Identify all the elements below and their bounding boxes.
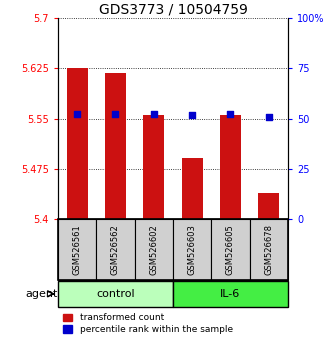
- Bar: [182, 158, 203, 219]
- Bar: [220, 115, 241, 219]
- Text: GSM526602: GSM526602: [149, 224, 158, 275]
- Bar: [250, 219, 288, 280]
- Text: GSM526562: GSM526562: [111, 224, 120, 275]
- Bar: [58, 281, 173, 307]
- Bar: [143, 115, 164, 219]
- Legend: transformed count, percentile rank within the sample: transformed count, percentile rank withi…: [63, 313, 234, 335]
- Text: IL-6: IL-6: [220, 289, 241, 299]
- Text: GSM526678: GSM526678: [264, 224, 273, 275]
- Bar: [211, 219, 250, 280]
- Bar: [67, 68, 88, 219]
- Text: GSM526605: GSM526605: [226, 224, 235, 275]
- Text: GSM526603: GSM526603: [188, 224, 197, 275]
- Text: agent: agent: [25, 289, 58, 299]
- Bar: [258, 193, 279, 219]
- Bar: [96, 219, 135, 280]
- Point: [151, 111, 157, 117]
- Point: [189, 113, 195, 118]
- Point: [74, 111, 80, 117]
- Title: GDS3773 / 10504759: GDS3773 / 10504759: [99, 2, 247, 17]
- Bar: [173, 219, 211, 280]
- Point: [228, 111, 233, 117]
- Text: control: control: [96, 289, 135, 299]
- Text: GSM526561: GSM526561: [72, 224, 82, 275]
- Bar: [105, 73, 126, 219]
- Point: [266, 114, 271, 119]
- Bar: [135, 219, 173, 280]
- Bar: [58, 219, 96, 280]
- Bar: [173, 281, 288, 307]
- Point: [113, 111, 118, 117]
